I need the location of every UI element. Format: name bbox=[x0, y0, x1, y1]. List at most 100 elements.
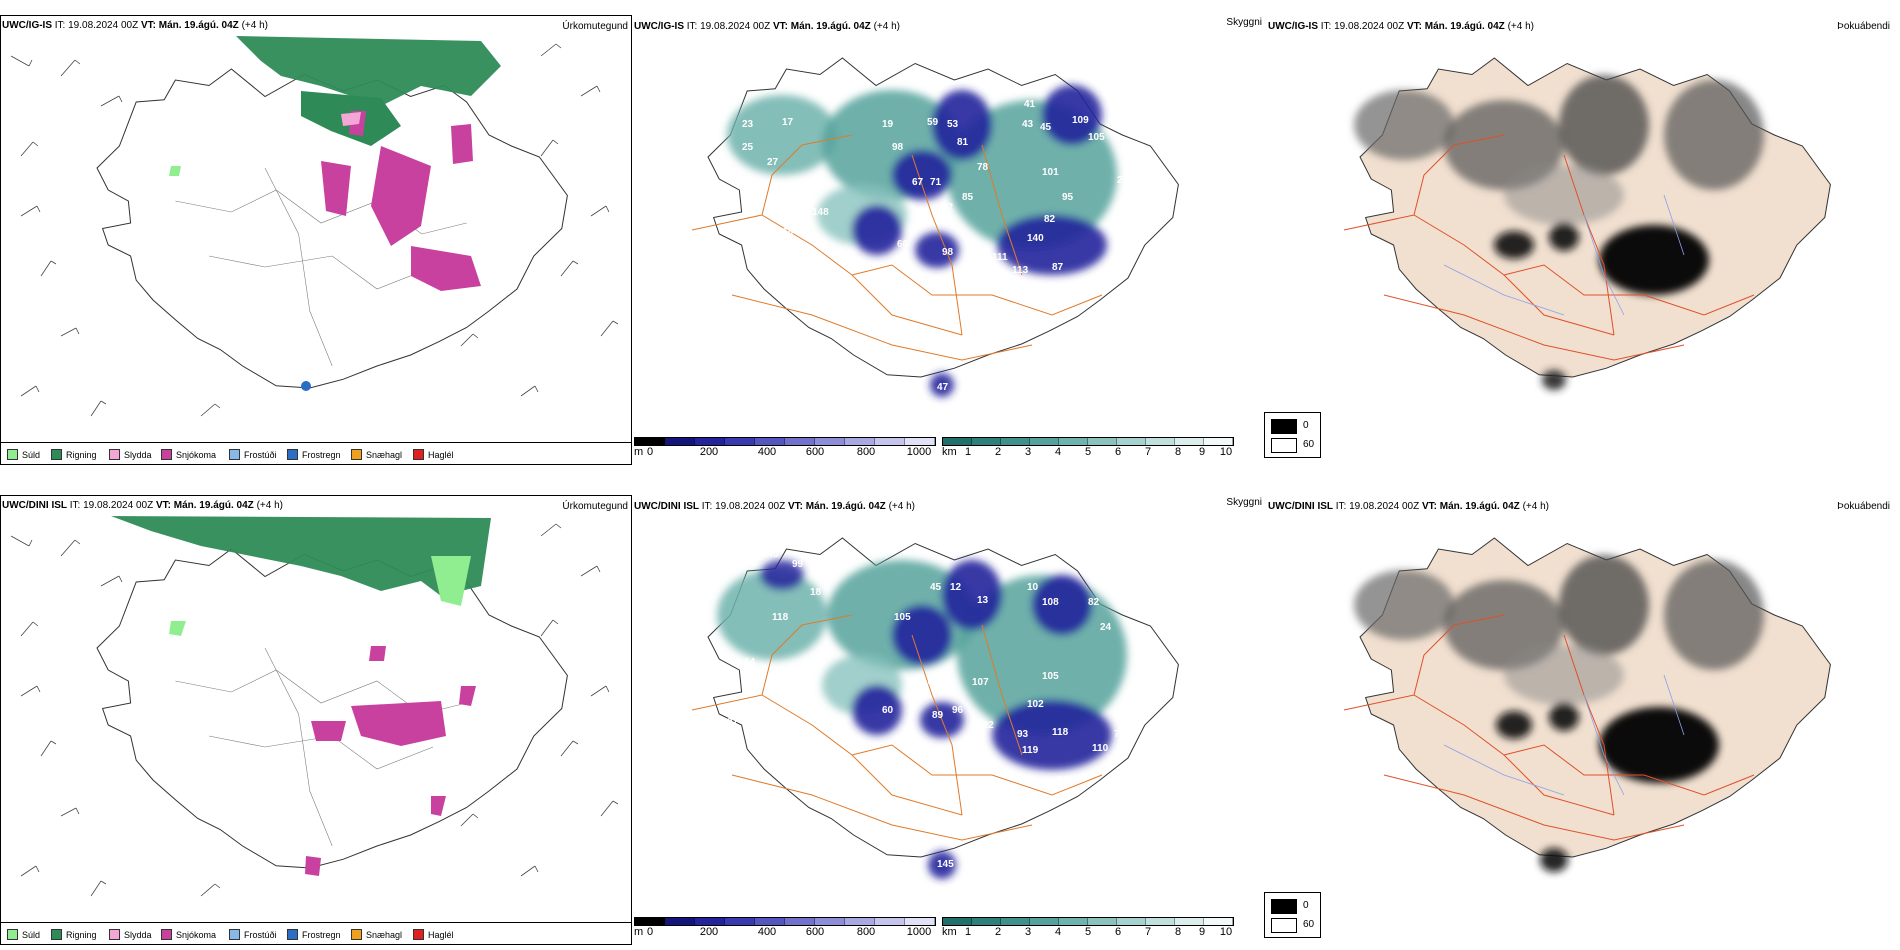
svg-text:130: 130 bbox=[1062, 295, 1079, 306]
svg-text:81: 81 bbox=[957, 137, 969, 148]
legend-swatch bbox=[109, 929, 120, 940]
precip-legend-row2: Súld Rigning Slydda Snjókoma Frostúði Fr… bbox=[1, 922, 631, 944]
row1-vis-header: UWC/IG-IS IT: 19.08.2024 00Z VT: Mán. 19… bbox=[634, 21, 900, 32]
legend-swatch bbox=[287, 449, 298, 460]
legend-swatch bbox=[161, 929, 172, 940]
svg-text:118: 118 bbox=[772, 612, 789, 623]
svg-text:45: 45 bbox=[1040, 122, 1052, 133]
svg-text:108: 108 bbox=[922, 677, 939, 688]
fog-legend-row1: 0 60 bbox=[1264, 412, 1321, 458]
visibility-colorbar-strip bbox=[942, 437, 1234, 446]
visibility-map-row2: 145 99 18 118 105 45 12 13 10 108 82 24 … bbox=[691, 537, 1179, 879]
svg-text:45: 45 bbox=[930, 582, 942, 593]
svg-text:28: 28 bbox=[1132, 147, 1144, 158]
legend-item: Snæhagl bbox=[351, 929, 402, 940]
fog-map-row2 bbox=[1343, 537, 1831, 872]
svg-text:113: 113 bbox=[1012, 265, 1029, 276]
precip-legend-row1: Súld Rigning Slydda Snjókoma Frostúði Fr… bbox=[1, 442, 631, 464]
svg-text:75: 75 bbox=[1117, 259, 1129, 270]
row1-header: UWC/IG-IS IT: 19.08.2024 00Z VT: Mán. 19… bbox=[2, 20, 268, 31]
svg-text:25: 25 bbox=[742, 142, 754, 153]
legend-swatch bbox=[351, 929, 362, 940]
row2-vis-header: UWC/DINI ISL IT: 19.08.2024 00Z VT: Mán.… bbox=[634, 501, 915, 512]
legend-item: Slydda bbox=[109, 449, 152, 460]
row1-fog-header: UWC/IG-IS IT: 19.08.2024 00Z VT: Mán. 19… bbox=[1268, 21, 1534, 32]
fog-map-row1 bbox=[1343, 57, 1831, 390]
svg-text:102: 102 bbox=[1027, 699, 1044, 710]
visibility-map-row1: 23 17 19 25 27 58 65 68 148 98 67 71 92 … bbox=[691, 57, 1179, 397]
svg-text:10: 10 bbox=[1027, 582, 1039, 593]
legend-swatch bbox=[109, 449, 120, 460]
svg-text:18: 18 bbox=[810, 587, 822, 598]
legend-item: Snjókoma bbox=[161, 449, 216, 460]
legend-item: Súld bbox=[7, 449, 40, 460]
svg-text:65: 65 bbox=[727, 197, 739, 208]
svg-text:118: 118 bbox=[1052, 727, 1069, 738]
fog-panel-row2: UWC/DINI ISL IT: 19.08.2024 00Z VT: Mán.… bbox=[1264, 495, 1900, 940]
svg-text:145: 145 bbox=[937, 859, 954, 870]
svg-text:95: 95 bbox=[1062, 192, 1074, 203]
row1-model: UWC/IG-IS bbox=[2, 20, 52, 31]
svg-text:47: 47 bbox=[937, 382, 949, 393]
svg-text:82: 82 bbox=[1044, 214, 1056, 225]
legend-swatch bbox=[7, 929, 18, 940]
svg-text:105: 105 bbox=[1042, 671, 1059, 682]
svg-text:105: 105 bbox=[1088, 132, 1105, 143]
fog-swatch-60 bbox=[1271, 438, 1297, 453]
legend-item: Frostregn bbox=[287, 449, 341, 460]
svg-text:12: 12 bbox=[950, 582, 962, 593]
precip-panel-row2: UWC/DINI ISL IT: 19.08.2024 00Z VT: Mán.… bbox=[0, 495, 632, 945]
svg-text:75: 75 bbox=[1114, 729, 1126, 740]
visibility-colorbar-strip bbox=[942, 917, 1234, 926]
svg-text:66: 66 bbox=[897, 239, 909, 250]
svg-text:105: 105 bbox=[894, 612, 911, 623]
svg-text:17: 17 bbox=[782, 117, 794, 128]
legend-swatch bbox=[351, 449, 362, 460]
visibility-labels-row2: 145 99 18 118 105 45 12 13 10 108 82 24 … bbox=[727, 549, 1126, 870]
fog-panel-row1: UWC/IG-IS IT: 19.08.2024 00Z VT: Mán. 19… bbox=[1264, 15, 1900, 460]
svg-text:108: 108 bbox=[1042, 597, 1059, 608]
svg-text:99: 99 bbox=[792, 559, 804, 570]
svg-text:140: 140 bbox=[1027, 233, 1044, 244]
svg-text:145: 145 bbox=[762, 549, 779, 560]
legend-swatch bbox=[161, 449, 172, 460]
svg-text:107: 107 bbox=[972, 677, 989, 688]
legend-item: Snjókoma bbox=[161, 929, 216, 940]
legend-swatch bbox=[51, 449, 62, 460]
svg-text:93: 93 bbox=[1017, 729, 1029, 740]
fog-swatch-0 bbox=[1271, 899, 1297, 914]
svg-text:78: 78 bbox=[977, 162, 989, 173]
legend-swatch bbox=[51, 929, 62, 940]
row2-header: UWC/DINI ISL IT: 19.08.2024 00Z VT: Mán.… bbox=[2, 500, 283, 511]
fog-legend-row2: 0 60 bbox=[1264, 892, 1321, 938]
precip-map-row2 bbox=[10, 516, 619, 897]
svg-text:19: 19 bbox=[882, 119, 894, 130]
svg-text:98: 98 bbox=[942, 247, 954, 258]
legend-swatch bbox=[413, 929, 424, 940]
svg-text:64: 64 bbox=[744, 657, 756, 668]
legend-item: Snæhagl bbox=[351, 449, 402, 460]
elevation-colorbar-strip bbox=[634, 917, 936, 926]
legend-item: Frostúði bbox=[229, 449, 277, 460]
row2-fog-header: UWC/DINI ISL IT: 19.08.2024 00Z VT: Mán.… bbox=[1268, 501, 1549, 512]
svg-text:26: 26 bbox=[1117, 175, 1129, 186]
elevation-colorbar-row1: m 0 200 400 600 800 1000 bbox=[634, 437, 939, 460]
legend-item: Súld bbox=[7, 929, 40, 940]
svg-text:82: 82 bbox=[1088, 597, 1100, 608]
precip-title-row1: Úrkomutegund bbox=[562, 21, 628, 32]
svg-text:110: 110 bbox=[1092, 743, 1109, 754]
precip-title-row2: Úrkomutegund bbox=[562, 501, 628, 512]
legend-item: Frostregn bbox=[287, 929, 341, 940]
legend-swatch bbox=[229, 449, 240, 460]
fog-title-row1: Þokuábendi bbox=[1837, 21, 1890, 32]
svg-text:119: 119 bbox=[1022, 745, 1039, 756]
precip-panel-row1: UWC/IG-IS IT: 19.08.2024 00Z VT: Mán. 19… bbox=[0, 15, 632, 465]
legend-item: Slydda bbox=[109, 929, 152, 940]
legend-item: Frostúði bbox=[229, 929, 277, 940]
elevation-colorbar-strip bbox=[634, 437, 936, 446]
legend-swatch bbox=[229, 929, 240, 940]
precip-map-row1 bbox=[10, 36, 619, 417]
svg-text:89: 89 bbox=[932, 710, 944, 721]
visibility-panel-row2: UWC/DINI ISL IT: 19.08.2024 00Z VT: Mán.… bbox=[632, 495, 1264, 940]
legend-swatch bbox=[287, 929, 298, 940]
